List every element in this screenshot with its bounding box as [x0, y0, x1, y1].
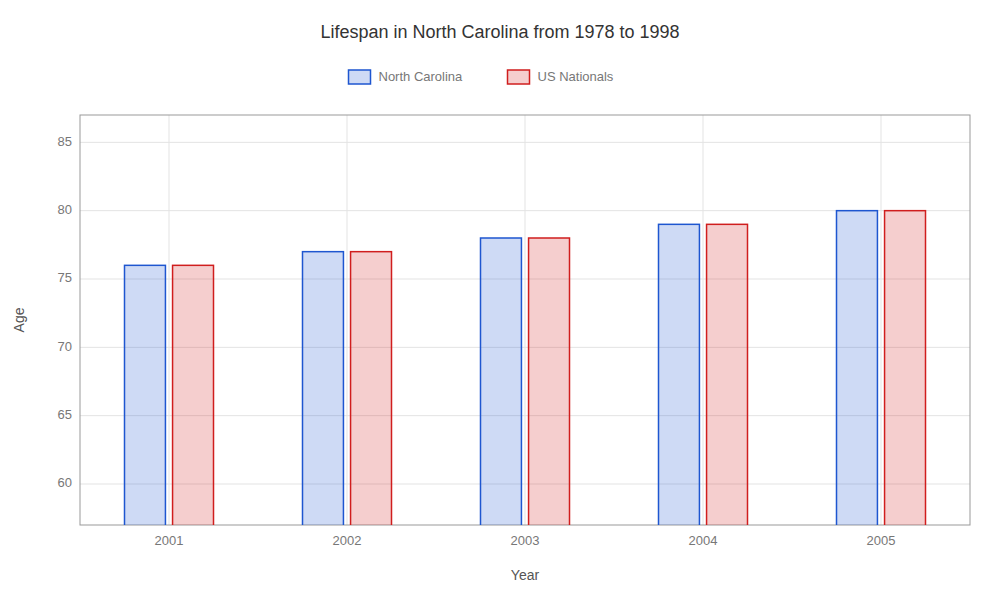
legend: North Carolina US Nationals: [349, 69, 614, 84]
bar: [125, 265, 166, 525]
bar: [529, 238, 570, 525]
bar: [481, 238, 522, 525]
chart-container: 60 65 70 75 80 85 2001 2002 2003 2004 2005 Year Age L…: [0, 0, 1000, 600]
x-tick-label: 2003: [511, 533, 540, 548]
bar: [837, 211, 878, 525]
y-tick-label: 60: [58, 475, 72, 490]
x-tick-label: 2001: [155, 533, 184, 548]
x-grid-line: [169, 115, 170, 525]
y-tick-label: 85: [58, 134, 72, 149]
y-tick-label: 70: [58, 339, 72, 354]
chart-svg: 60 65 70 75 80 85 2001 2002 2003 2004 2005 Year Age L…: [0, 0, 1000, 600]
x-tick-label: 2005: [867, 533, 896, 548]
legend-label: US Nationals: [538, 69, 614, 84]
y-tick-label: 80: [58, 202, 72, 217]
x-axis: 2001 2002 2003 2004 2005: [155, 533, 896, 548]
bar: [659, 224, 700, 525]
bar: [351, 252, 392, 525]
x-grid-line: [525, 115, 526, 525]
x-tick-label: 2004: [689, 533, 718, 548]
legend-label: North Carolina: [379, 69, 464, 84]
x-tick-label: 2002: [333, 533, 362, 548]
chart-title: Lifespan in North Carolina from 1978 to …: [320, 22, 679, 42]
bars: [125, 211, 926, 525]
bar: [173, 265, 214, 525]
y-tick-label: 75: [58, 270, 72, 285]
x-grid-line: [881, 115, 882, 525]
bar: [885, 211, 926, 525]
bar: [707, 224, 748, 525]
legend-swatch: [508, 70, 530, 84]
x-grid-line: [703, 115, 704, 525]
x-grid-line: [347, 115, 348, 525]
x-axis-label: Year: [511, 567, 540, 583]
y-tick-label: 65: [58, 407, 72, 422]
y-axis: 60 65 70 75 80 85: [58, 134, 72, 491]
legend-swatch: [349, 70, 371, 84]
plot-area: [80, 115, 970, 600]
bar: [303, 252, 344, 525]
y-axis-label: Age: [11, 307, 27, 332]
